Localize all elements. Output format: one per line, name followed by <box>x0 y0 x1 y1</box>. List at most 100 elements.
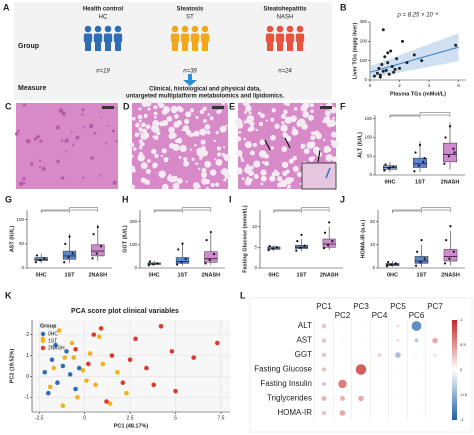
tissue-texture <box>88 123 94 129</box>
tissue-texture <box>174 114 179 119</box>
point <box>67 372 73 377</box>
tissue-texture <box>284 125 287 129</box>
point <box>93 382 98 388</box>
correlation-dot <box>321 396 327 401</box>
point <box>91 332 97 337</box>
tissue-texture <box>153 105 158 110</box>
tissue-texture <box>226 103 229 106</box>
person-head <box>181 25 189 33</box>
person-legs <box>277 42 283 51</box>
panel-label: J <box>340 194 345 204</box>
point <box>452 147 455 150</box>
person-head <box>94 25 102 33</box>
tissue-texture <box>210 182 215 188</box>
tissue-texture <box>153 111 158 116</box>
point <box>191 355 196 360</box>
significance-bracket <box>301 207 330 210</box>
point <box>389 49 393 53</box>
tissue-texture <box>153 115 157 119</box>
tissue-texture <box>221 152 225 156</box>
group-name: Steatosis <box>177 7 204 13</box>
tissue-texture <box>260 182 264 186</box>
tissue-texture <box>281 121 285 125</box>
person-body <box>83 33 93 43</box>
point <box>443 262 447 265</box>
point <box>115 369 120 375</box>
point <box>377 66 381 70</box>
person-body <box>265 33 275 43</box>
y-tick-label: 300 <box>359 19 367 24</box>
point <box>392 165 395 168</box>
x-tick-label: 2NASH <box>320 272 339 278</box>
point <box>180 261 183 264</box>
tissue-texture <box>244 166 252 174</box>
tissue-texture <box>252 142 258 148</box>
tissue-texture <box>174 138 180 143</box>
person-body <box>285 33 295 43</box>
tissue-texture <box>221 168 229 176</box>
point <box>39 259 42 262</box>
significance-bracket <box>153 209 212 212</box>
tissue-texture <box>61 111 66 116</box>
x-tick-label: 0HC <box>268 272 279 278</box>
tissue-texture <box>111 129 115 133</box>
scale-bar <box>212 106 224 109</box>
chart-title: PCA score plot clinical variables <box>71 308 179 315</box>
point <box>413 170 416 173</box>
tissue-texture <box>60 176 65 180</box>
tissue-texture <box>170 105 178 114</box>
tissue-texture <box>132 147 137 151</box>
point <box>328 221 331 224</box>
tissue-texture <box>138 107 142 111</box>
tissue-texture <box>259 139 266 146</box>
box <box>413 157 427 168</box>
correlation-dot <box>340 396 345 401</box>
point <box>144 365 149 371</box>
tissue-texture <box>223 178 227 182</box>
tissue-texture <box>174 176 178 179</box>
tissue-texture <box>142 128 147 134</box>
point <box>127 357 133 363</box>
person-head <box>104 25 112 33</box>
correlation-dot <box>434 397 436 400</box>
tissue-texture <box>199 109 205 115</box>
point <box>449 225 452 228</box>
point <box>447 155 450 158</box>
y-tick-label: 0 <box>21 265 24 270</box>
point <box>71 355 77 360</box>
tissue-texture <box>176 178 183 184</box>
row-label: GGT <box>295 350 312 359</box>
correlation-dot <box>321 338 327 343</box>
column-label: PC5 <box>390 302 406 311</box>
point <box>120 380 126 386</box>
tissue-texture <box>179 144 187 153</box>
tissue-texture <box>292 126 296 130</box>
tissue-texture <box>183 157 188 162</box>
tissue-texture <box>261 161 265 164</box>
tissue-texture <box>253 160 261 168</box>
tissue-texture <box>90 156 94 160</box>
person-legs <box>95 42 101 51</box>
tissue-texture <box>203 118 207 123</box>
y-axis-label: AST (IU/L) <box>9 226 15 253</box>
x-tick-label: 2NASH <box>89 272 108 278</box>
person-head <box>266 25 274 33</box>
point <box>323 231 327 234</box>
tissue-texture <box>193 130 200 137</box>
point <box>67 256 70 259</box>
y-tick-label: -1 <box>25 395 30 401</box>
tissue-texture <box>289 177 295 182</box>
tissue-texture <box>106 124 109 127</box>
tissue-texture <box>93 131 97 135</box>
tissue-texture <box>253 174 259 180</box>
tissue-texture <box>270 117 275 122</box>
tissue-texture <box>38 159 42 162</box>
point <box>271 247 274 250</box>
panel-label: I <box>229 194 232 204</box>
tissue-texture <box>178 155 182 159</box>
tissue-texture <box>248 111 252 115</box>
point <box>100 361 106 367</box>
tissue-texture <box>138 119 142 123</box>
scale-bar <box>102 106 114 109</box>
correlation-dot <box>397 412 399 414</box>
